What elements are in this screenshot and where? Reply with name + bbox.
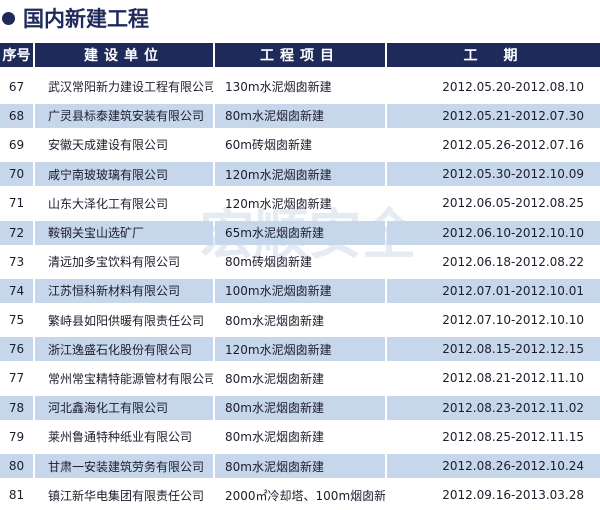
cell-project: 80m水泥烟囱新建 xyxy=(215,103,385,128)
cell-project: 80m砖烟囱新建 xyxy=(225,255,312,270)
table-row: 70 咸宁南玻玻璃有限公司 120m水泥烟囱新建 2012.05.30-2012.10… xyxy=(0,160,600,189)
cell-period: 2012.09.16-2013.03.28 xyxy=(442,488,584,503)
cell-project: 60m砖烟囱新建 xyxy=(225,138,312,153)
table-body: 67 武汉常阳新力建设工程有限公司 130m水泥烟囱新建 2012.05.20-201… xyxy=(0,72,600,510)
cell-company: 江苏恒科新材料有限公司 xyxy=(35,278,213,303)
cell-period: 2012.07.01-2012.10.01 xyxy=(387,278,600,303)
cell-index: 74 xyxy=(0,278,33,303)
table-row: 80 甘肃一安装建筑劳务有限公司 80m水泥烟囱新建 2012.08.26-2012.… xyxy=(0,451,600,480)
table-row: 78 河北鑫海化工有限公司 80m水泥烟囱新建 2012.08.23-2012.11.… xyxy=(0,393,600,422)
projects-table: 序号 建设单位 工程项目 工 期 67 武汉常阳新力建设工程有限公司 130m水泥烟… xyxy=(0,43,600,510)
header-project: 工程项目 xyxy=(215,43,385,67)
table-row: 79 莱州鲁通特种纸业有限公司 80m水泥烟囱新建 2012.08.25-2012.1… xyxy=(0,422,600,451)
cell-company: 河北鑫海化工有限公司 xyxy=(35,395,213,420)
cell-project: 80m水泥烟囱新建 xyxy=(225,371,324,386)
cell-index: 70 xyxy=(0,162,33,187)
cell-project: 120m水泥烟囱新建 xyxy=(225,196,332,211)
table-row: 69 安徽天成建设有限公司 60m砖烟囱新建 2012.05.26-2012.07.1… xyxy=(0,130,600,159)
table-row: 72 鞍钢关宝山选矿厂 65m水泥烟囱新建 2012.06.10-2012.10.10 xyxy=(0,218,600,247)
header-index: 序号 xyxy=(0,43,33,67)
cell-index: 78 xyxy=(0,395,33,420)
table-row: 73 清远加多宝饮料有限公司 80m砖烟囱新建 2012.06.18-2012.08.… xyxy=(0,247,600,276)
cell-company: 咸宁南玻玻璃有限公司 xyxy=(35,162,213,187)
table-row: 77 常州常宝精特能源管材有限公司 80m水泥烟囱新建 2012.08.21-2012… xyxy=(0,364,600,393)
cell-period: 2012.06.05-2012.08.25 xyxy=(442,196,584,211)
cell-company: 山东大泽化工有限公司 xyxy=(48,196,169,211)
cell-period: 2012.05.30-2012.10.09 xyxy=(387,162,600,187)
cell-period: 2012.07.10-2012.10.10 xyxy=(442,313,584,328)
cell-project: 100m水泥烟囱新建 xyxy=(215,278,385,303)
table-header: 序号 建设单位 工程项目 工 期 xyxy=(0,43,600,67)
cell-company: 常州常宝精特能源管材有限公司 xyxy=(48,371,213,386)
cell-index: 71 xyxy=(8,196,25,211)
cell-company: 清远加多宝饮料有限公司 xyxy=(48,255,181,270)
cell-period: 2012.05.21-2012.07.30 xyxy=(387,103,600,128)
bullet-icon xyxy=(2,11,15,25)
header-period: 工 期 xyxy=(387,43,600,67)
cell-index: 81 xyxy=(8,488,25,503)
cell-project: 2000㎡冷却塔、100m烟囱新建 xyxy=(225,488,385,503)
cell-period: 2012.08.26-2012.10.24 xyxy=(387,454,600,479)
cell-company: 浙江逸盛石化股份有限公司 xyxy=(35,337,213,362)
table-row: 67 武汉常阳新力建设工程有限公司 130m水泥烟囱新建 2012.05.20-201… xyxy=(0,72,600,101)
table-row: 68 广灵县标泰建筑安装有限公司 80m水泥烟囱新建 2012.05.21-2012.… xyxy=(0,101,600,130)
cell-period: 2012.05.20-2012.08.10 xyxy=(442,79,584,94)
cell-index: 68 xyxy=(0,103,33,128)
cell-company: 莱州鲁通特种纸业有限公司 xyxy=(48,430,193,445)
cell-company: 甘肃一安装建筑劳务有限公司 xyxy=(35,454,213,479)
cell-index: 73 xyxy=(8,254,25,269)
table-row: 74 江苏恒科新材料有限公司 100m水泥烟囱新建 2012.07.01-2012.1… xyxy=(0,276,600,305)
cell-company: 武汉常阳新力建设工程有限公司 xyxy=(48,80,213,95)
cell-project: 80m水泥烟囱新建 xyxy=(225,430,324,445)
cell-period: 2012.06.10-2012.10.10 xyxy=(387,220,600,245)
cell-project: 80m水泥烟囱新建 xyxy=(215,454,385,479)
cell-period: 2012.06.18-2012.08.22 xyxy=(442,254,584,269)
cell-index: 69 xyxy=(8,137,25,152)
cell-project: 80m水泥烟囱新建 xyxy=(215,395,385,420)
cell-index: 79 xyxy=(8,429,25,444)
cell-company: 镇江新华电集团有限责任公司 xyxy=(48,488,205,503)
table-row: 75 繁峙县如阳供暖有限责任公司 80m水泥烟囱新建 2012.07.10-2012.… xyxy=(0,306,600,335)
cell-project: 80m水泥烟囱新建 xyxy=(225,313,324,328)
cell-index: 76 xyxy=(0,337,33,362)
header-company: 建设单位 xyxy=(35,43,213,67)
cell-period: 2012.08.15-2012.12.15 xyxy=(387,337,600,362)
section-title-text: 国内新建工程 xyxy=(23,7,149,31)
table-row: 71 山东大泽化工有限公司 120m水泥烟囱新建 2012.06.05-2012.08… xyxy=(0,189,600,218)
cell-index: 80 xyxy=(0,454,33,479)
table-row: 76 浙江逸盛石化股份有限公司 120m水泥烟囱新建 2012.08.15-2012.… xyxy=(0,335,600,364)
cell-project: 120m水泥烟囱新建 xyxy=(215,337,385,362)
cell-period: 2012.08.23-2012.11.02 xyxy=(387,395,600,420)
cell-index: 77 xyxy=(8,371,25,386)
cell-company: 鞍钢关宝山选矿厂 xyxy=(35,220,213,245)
cell-index: 72 xyxy=(0,220,33,245)
cell-company: 安徽天成建设有限公司 xyxy=(48,138,169,153)
cell-company: 繁峙县如阳供暖有限责任公司 xyxy=(48,313,205,328)
cell-period: 2012.08.21-2012.11.10 xyxy=(442,371,584,386)
cell-project: 65m水泥烟囱新建 xyxy=(215,220,385,245)
section-title: 国内新建工程 xyxy=(2,2,149,34)
table-row: 81 镇江新华电集团有限责任公司 2000㎡冷却塔、100m烟囱新建 2012.09.… xyxy=(0,481,600,510)
cell-index: 75 xyxy=(8,313,25,328)
cell-index: 67 xyxy=(8,79,25,94)
cell-project: 120m水泥烟囱新建 xyxy=(215,162,385,187)
cell-period: 2012.08.25-2012.11.15 xyxy=(442,429,584,444)
cell-company: 广灵县标泰建筑安装有限公司 xyxy=(35,103,213,128)
cell-project: 130m水泥烟囱新建 xyxy=(225,80,332,95)
cell-period: 2012.05.26-2012.07.16 xyxy=(442,137,584,152)
